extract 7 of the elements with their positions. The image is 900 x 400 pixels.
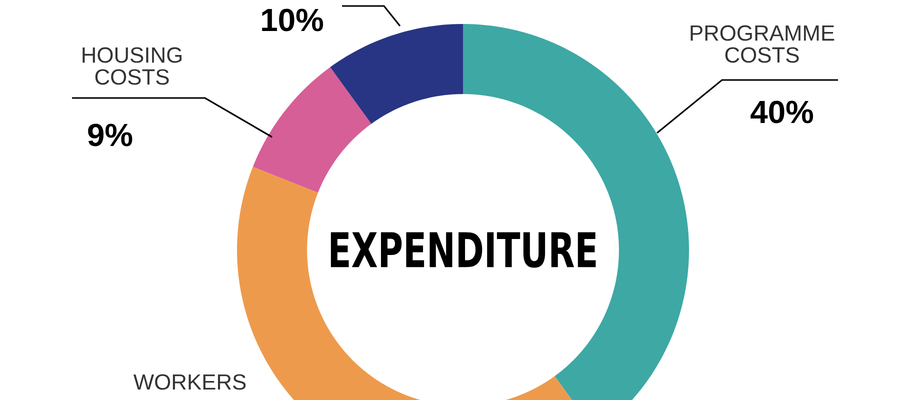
slice-label: PROGRAMME COSTS — [690, 25, 834, 63]
data-label: 40% — [750, 100, 814, 124]
slice-label: HOUSING COSTS — [82, 47, 182, 85]
slice-label: WORKERS — [133, 374, 246, 390]
text: EXPENDITURE — [330, 232, 596, 268]
data-label: 10% — [262, 8, 324, 32]
data-label: 9% — [88, 124, 132, 146]
